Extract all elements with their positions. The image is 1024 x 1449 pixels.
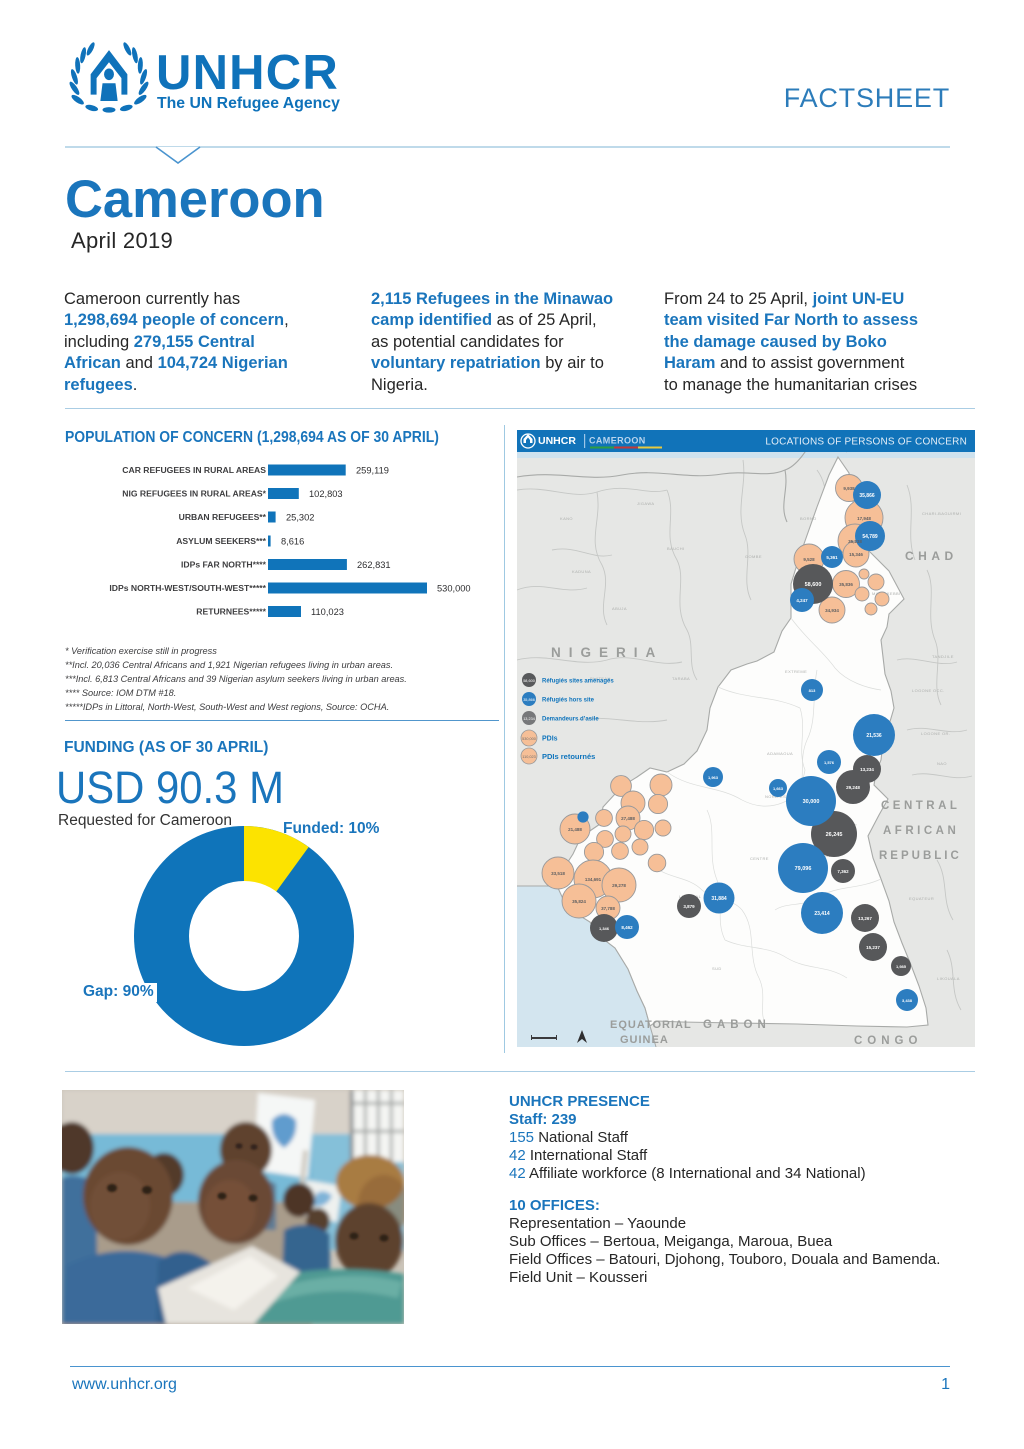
svg-text:29,248: 29,248: [846, 785, 860, 790]
svg-text:110,023: 110,023: [311, 607, 344, 617]
svg-text:The UN Refugee Agency: The UN Refugee Agency: [157, 95, 340, 112]
svg-text:ASYLUM SEEKERS***: ASYLUM SEEKERS***: [176, 536, 266, 546]
svg-text:PDIs: PDIs: [542, 736, 558, 743]
svg-text:URBAN REFUGEES**: URBAN REFUGEES**: [179, 512, 267, 522]
svg-text:9,938: 9,938: [843, 486, 855, 491]
svg-text:35,866: 35,866: [523, 698, 535, 702]
svg-text:CENTRE: CENTRE: [750, 856, 769, 861]
svg-text:EXTREME: EXTREME: [785, 669, 807, 674]
svg-text:1,576: 1,576: [824, 760, 835, 765]
svg-text:PDIs retournés: PDIs retournés: [542, 752, 595, 761]
svg-text:CHARI-BAGUIRMI: CHARI-BAGUIRMI: [922, 511, 961, 516]
svg-text:262,831: 262,831: [357, 560, 391, 570]
svg-text:1,346: 1,346: [599, 926, 610, 931]
svg-text:5,361: 5,361: [826, 555, 838, 560]
svg-text:LIKOUALA: LIKOUALA: [937, 976, 960, 981]
svg-text:259,119: 259,119: [356, 466, 389, 476]
svg-text:KANO: KANO: [560, 516, 573, 521]
svg-text:CAMEROON: CAMEROON: [589, 436, 646, 446]
svg-text:ABUJA: ABUJA: [612, 606, 627, 611]
svg-text:AFRICAN: AFRICAN: [883, 825, 959, 837]
svg-text:8,616: 8,616: [281, 537, 304, 547]
svg-text:9,528: 9,528: [803, 557, 815, 562]
svg-text:134,691: 134,691: [585, 877, 602, 882]
svg-text:IDPs NORTH-WEST/SOUTH-WEST****: IDPs NORTH-WEST/SOUTH-WEST*****: [109, 583, 266, 593]
svg-text:3,879: 3,879: [683, 904, 695, 909]
svg-text:34,934: 34,934: [825, 608, 839, 613]
svg-text:EQUATORIAL: EQUATORIAL: [610, 1019, 692, 1031]
svg-text:27,488: 27,488: [621, 816, 635, 821]
svg-text:BAUCHI: BAUCHI: [667, 546, 685, 551]
svg-text:RETURNEES*****: RETURNEES*****: [196, 607, 266, 617]
svg-text:Réfugiés hors site: Réfugiés hors site: [542, 698, 595, 704]
svg-text:GABON: GABON: [703, 1019, 771, 1031]
svg-text:CAR REFUGEES IN RURAL AREAS: CAR REFUGEES IN RURAL AREAS: [122, 465, 266, 475]
svg-text:BORNO: BORNO: [800, 516, 817, 521]
svg-text:GOMBE: GOMBE: [745, 554, 762, 559]
svg-text:TANDJILE: TANDJILE: [932, 654, 954, 659]
svg-text:23,414: 23,414: [814, 911, 830, 917]
svg-text:21,488: 21,488: [568, 827, 582, 832]
svg-text:UNHCR: UNHCR: [538, 435, 576, 447]
svg-text:3,438: 3,438: [902, 998, 913, 1003]
svg-text:79,096: 79,096: [795, 866, 812, 872]
svg-text:13,267: 13,267: [858, 916, 872, 921]
svg-text:GUINEA: GUINEA: [620, 1034, 669, 1046]
svg-text:1,963: 1,963: [708, 775, 719, 780]
svg-text:CONGO: CONGO: [854, 1035, 922, 1047]
svg-text:37,788: 37,788: [601, 906, 615, 911]
svg-text:813: 813: [809, 688, 816, 693]
svg-text:30,000: 30,000: [803, 799, 820, 805]
svg-text:35,238: 35,238: [848, 539, 862, 544]
svg-text:ADAMAOUA: ADAMAOUA: [767, 751, 793, 756]
svg-text:8,462: 8,462: [621, 925, 633, 930]
svg-text:54,789: 54,789: [862, 534, 878, 540]
svg-text:CENTRAL: CENTRAL: [881, 800, 960, 812]
svg-text:LOGONE OCC.: LOGONE OCC.: [912, 688, 945, 693]
svg-text:NIG REFUGEES IN RURAL AREAS*: NIG REFUGEES IN RURAL AREAS*: [122, 489, 266, 499]
svg-text:29,278: 29,278: [612, 883, 626, 888]
svg-text:15,346: 15,346: [849, 552, 863, 557]
svg-text:KADUNA: KADUNA: [572, 569, 591, 574]
svg-text:35,836: 35,836: [839, 582, 853, 587]
svg-text:UNHCR: UNHCR: [156, 46, 339, 100]
svg-text:LOGONE OR.: LOGONE OR.: [921, 731, 950, 736]
svg-text:15,237: 15,237: [866, 945, 880, 950]
svg-text:1,985: 1,985: [896, 964, 907, 969]
svg-text:58,600: 58,600: [523, 679, 535, 683]
svg-text:530,000: 530,000: [522, 737, 536, 741]
svg-text:25,302: 25,302: [286, 513, 314, 523]
svg-text:13,234: 13,234: [523, 717, 535, 721]
svg-text:NIGERIA: NIGERIA: [551, 645, 663, 660]
svg-text:TARABA: TARABA: [672, 676, 690, 681]
svg-text:NAO: NAO: [937, 761, 947, 766]
svg-text:35,866: 35,866: [859, 493, 875, 499]
svg-text:33,518: 33,518: [551, 871, 565, 876]
svg-text:SUD: SUD: [712, 966, 722, 971]
svg-text:IDPs FAR NORTH****: IDPs FAR NORTH****: [181, 560, 267, 570]
svg-text:13,234: 13,234: [860, 767, 874, 772]
svg-text:31,884: 31,884: [711, 896, 727, 902]
svg-text:1,663: 1,663: [773, 786, 784, 791]
svg-text:102,803: 102,803: [309, 489, 343, 499]
svg-text:Réfugiés sites aménagés: Réfugiés sites aménagés: [542, 679, 614, 685]
svg-text:LOCATIONS OF PERSONS OF CONCER: LOCATIONS OF PERSONS OF CONCERN: [765, 437, 967, 448]
svg-text:21,536: 21,536: [866, 733, 882, 739]
svg-text:35,824: 35,824: [572, 899, 586, 904]
svg-text:Demandeurs d’asile: Demandeurs d’asile: [542, 717, 599, 723]
svg-text:JIGAWA: JIGAWA: [637, 501, 654, 506]
svg-text:CHAD: CHAD: [905, 549, 958, 563]
svg-text:EQUATEUR: EQUATEUR: [909, 896, 934, 901]
svg-text:26,245: 26,245: [826, 832, 843, 838]
svg-text:17,948: 17,948: [857, 516, 871, 521]
svg-text:REPUBLIC: REPUBLIC: [879, 850, 962, 862]
svg-text:58,600: 58,600: [805, 582, 822, 588]
svg-text:7,362: 7,362: [837, 869, 849, 874]
svg-text:4,247: 4,247: [796, 598, 808, 603]
svg-text:PLATEAU: PLATEAU: [590, 676, 611, 681]
svg-text:110,023: 110,023: [522, 755, 535, 759]
svg-text:530,000: 530,000: [437, 584, 471, 594]
